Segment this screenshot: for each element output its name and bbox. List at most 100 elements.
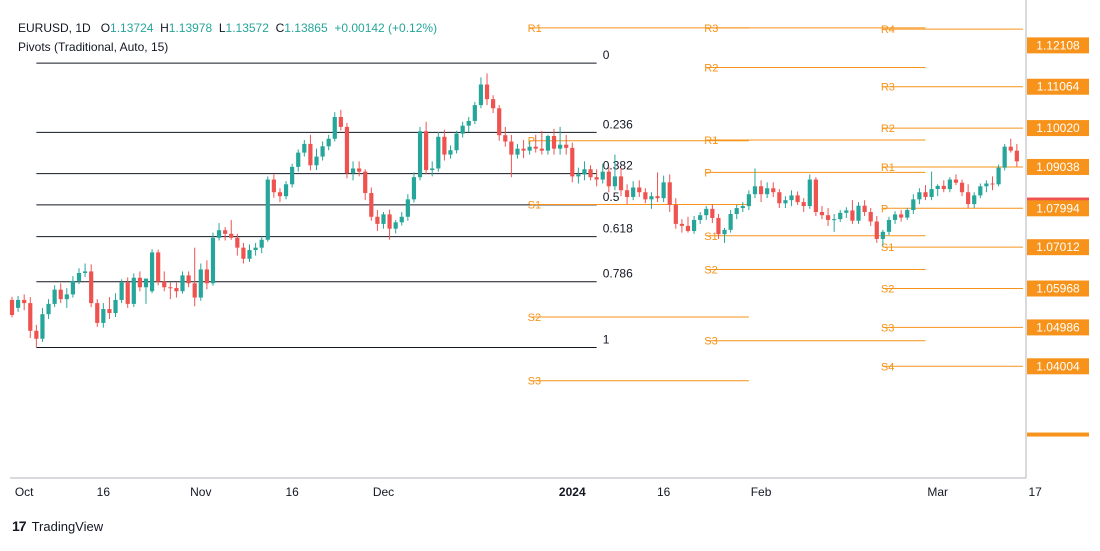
candle-body	[174, 288, 179, 292]
candle-body	[685, 225, 691, 232]
candle	[180, 271, 185, 294]
candle	[521, 139, 526, 159]
x-tick-label: Feb	[751, 485, 772, 499]
candle	[789, 190, 794, 207]
candle-body	[923, 192, 928, 197]
pivot-level-label: R3	[881, 82, 895, 94]
candle-body	[241, 247, 246, 259]
candle	[223, 227, 228, 241]
candle-body	[64, 294, 69, 300]
candle-body	[1014, 150, 1019, 162]
candle-body	[716, 217, 721, 235]
candle	[472, 101, 477, 125]
candle	[564, 134, 569, 155]
candle	[52, 285, 57, 308]
price-label-text: 1.09038	[1036, 160, 1080, 174]
price-label: 1.04004	[1027, 358, 1089, 375]
candle-body	[344, 126, 350, 174]
x-axis-ticks: Oct 16 Nov 16 Dec 2024 16 Feb Mar 17	[15, 485, 1042, 499]
candle-body	[131, 277, 136, 304]
candle-body	[9, 299, 15, 315]
price-label: 1.05968	[1027, 280, 1089, 297]
candle	[819, 206, 825, 220]
candle	[247, 244, 252, 262]
candle-body	[375, 216, 380, 224]
x-tick-label: Mar	[927, 485, 948, 499]
candle-body	[277, 192, 283, 197]
candle	[168, 282, 173, 300]
candle-body	[558, 144, 563, 149]
candle	[710, 204, 715, 224]
indicator-row[interactable]: Pivots (Traditional, Auto, 15)	[18, 38, 437, 57]
candle	[411, 172, 417, 203]
candle	[283, 181, 289, 200]
change-value: +0.00142 (+0.12%)	[334, 21, 438, 35]
candle	[612, 154, 618, 191]
pivot-level-label: S1	[704, 231, 717, 243]
candle	[533, 134, 538, 153]
price-label-bg	[1027, 78, 1089, 95]
price-label: 1.09038	[1027, 158, 1089, 175]
pivot-level-label: P	[881, 203, 888, 215]
candle	[241, 242, 246, 264]
candle	[28, 297, 33, 338]
candle-body	[417, 131, 423, 178]
candle-body	[886, 219, 892, 232]
candle	[417, 126, 423, 181]
fib-level-label: 0.618	[603, 222, 633, 236]
candle-body	[807, 179, 812, 207]
candle	[558, 126, 563, 155]
candle	[765, 182, 770, 199]
candle-body	[752, 186, 758, 195]
candle	[679, 219, 684, 233]
candle	[70, 276, 75, 298]
candle	[545, 134, 551, 155]
candle	[344, 122, 350, 179]
candle-body	[430, 168, 435, 171]
candle	[649, 192, 654, 209]
pivot-level-label: R1	[881, 162, 895, 174]
candle-body	[210, 237, 216, 284]
price-label-text: 1.07012	[1036, 240, 1080, 254]
candle-body	[442, 136, 447, 155]
candle	[484, 73, 490, 106]
candle	[801, 198, 806, 213]
candle-body	[46, 303, 51, 315]
candle	[149, 249, 155, 294]
candle-body	[186, 275, 191, 284]
tradingview-brand[interactable]: 17 TradingView	[12, 518, 103, 534]
candle-body	[192, 283, 197, 298]
candle	[941, 180, 946, 193]
candle-body	[484, 84, 490, 100]
candle	[691, 215, 697, 234]
interval-label[interactable]: 1D	[75, 21, 91, 35]
candle	[917, 188, 922, 205]
indicator-label[interactable]: Pivots (Traditional, Auto, 15)	[18, 40, 169, 54]
price-label-text: 1.12108	[1036, 38, 1080, 52]
candle	[935, 184, 940, 197]
candle	[624, 184, 630, 205]
candle-body	[198, 269, 203, 298]
candle-body	[899, 214, 904, 218]
candle-body	[959, 182, 965, 193]
candle-body	[667, 182, 672, 205]
candle-body	[503, 135, 508, 142]
fib-retracement[interactable]: 0 0.236 0.382 0.5 0.618 0.786 1	[36, 48, 633, 348]
candle-body	[649, 196, 654, 200]
symbol-label[interactable]: EURUSD	[18, 21, 69, 35]
candle-body	[253, 247, 258, 251]
candle	[1008, 138, 1013, 153]
price-label-bg	[1027, 239, 1089, 256]
candle	[271, 174, 276, 198]
pivot-level-label: S3	[881, 322, 894, 334]
candle-body	[302, 143, 307, 153]
price-label-bg	[1027, 158, 1089, 175]
candle	[125, 277, 130, 308]
candle-body	[947, 179, 952, 190]
candle	[527, 141, 532, 155]
low-key: L	[218, 21, 226, 35]
candle-body	[399, 216, 404, 223]
x-tick-label: 17	[1028, 485, 1042, 499]
